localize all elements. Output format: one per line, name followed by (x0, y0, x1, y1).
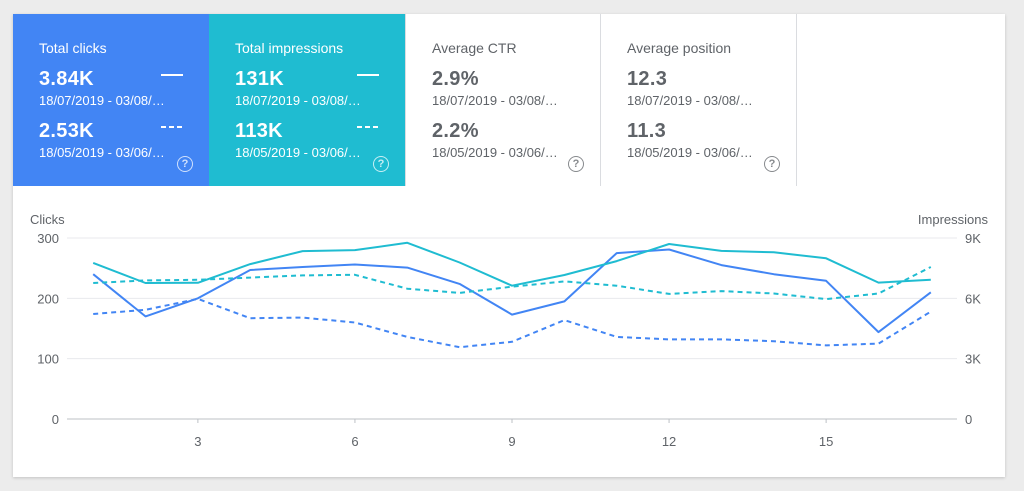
y-tick-left: 0 (52, 412, 59, 427)
metric-value-current: 12.3 (627, 68, 668, 90)
help-icon[interactable]: ? (568, 156, 584, 172)
solid-line-icon (357, 74, 379, 76)
x-tick: 12 (662, 434, 676, 449)
metric-date-current: 18/07/2019 - 03/08/… (432, 93, 558, 108)
metric-title: Total impressions (235, 40, 344, 56)
metric-date-previous: 18/05/2019 - 03/06/… (39, 145, 165, 160)
y-tick-right: 9K (965, 231, 981, 246)
solid-line-icon (161, 74, 183, 76)
metric-date-current: 18/07/2019 - 03/08/… (235, 93, 361, 108)
metric-average-ctr[interactable]: Average CTR 2.9% 18/07/2019 - 03/08/… 2.… (405, 14, 601, 186)
y-tick-left: 300 (37, 231, 59, 246)
metric-date-current: 18/07/2019 - 03/08/… (627, 93, 753, 108)
metric-value-previous: 2.53K (39, 120, 94, 142)
performance-card: Total clicks 3.84K 18/07/2019 - 03/08/… … (13, 14, 1005, 477)
metric-value-current: 3.84K (39, 68, 94, 90)
y-tick-right: 3K (965, 352, 981, 367)
metric-date-previous: 18/05/2019 - 03/06/… (432, 145, 558, 160)
x-tick: 15 (819, 434, 833, 449)
y-tick-left: 100 (37, 352, 59, 367)
x-tick: 3 (194, 434, 201, 449)
y-tick-left: 200 (37, 291, 59, 306)
metric-total-impressions[interactable]: Total impressions 131K 18/07/2019 - 03/0… (209, 14, 405, 186)
y-axis-left-label: Clicks (30, 212, 65, 227)
metric-value-current: 131K (235, 68, 285, 90)
metric-title: Average CTR (432, 40, 517, 56)
metric-title: Average position (627, 40, 732, 56)
dashed-line-icon (161, 126, 183, 128)
y-tick-right: 6K (965, 291, 981, 306)
metric-total-clicks[interactable]: Total clicks 3.84K 18/07/2019 - 03/08/… … (13, 14, 209, 186)
metric-value-previous: 113K (235, 120, 283, 142)
help-icon[interactable]: ? (373, 156, 389, 172)
metric-title: Total clicks (39, 40, 107, 56)
metric-value-previous: 2.2% (432, 120, 479, 142)
clicks-dashed-line[interactable] (93, 297, 932, 349)
impressions-solid-line[interactable] (92, 241, 931, 287)
x-tick: 9 (508, 434, 515, 449)
help-icon[interactable]: ? (177, 156, 193, 172)
y-axis-right-label: Impressions (918, 212, 989, 227)
metric-average-position[interactable]: Average position 12.3 18/07/2019 - 03/08… (601, 14, 797, 186)
metric-value-previous: 11.3 (627, 120, 667, 142)
y-tick-right: 0 (965, 412, 972, 427)
metric-value-current: 2.9% (432, 68, 479, 90)
help-icon[interactable]: ? (764, 156, 780, 172)
dashed-line-icon (357, 126, 379, 128)
clicks-solid-line[interactable] (92, 248, 932, 334)
metrics-bar: Total clicks 3.84K 18/07/2019 - 03/08/… … (13, 14, 797, 186)
metric-date-current: 18/07/2019 - 03/08/… (39, 93, 165, 108)
metric-date-previous: 18/05/2019 - 03/06/… (627, 145, 753, 160)
x-tick: 6 (351, 434, 358, 449)
metric-date-previous: 18/05/2019 - 03/06/… (235, 145, 361, 160)
impressions-dashed-line[interactable] (93, 266, 932, 301)
